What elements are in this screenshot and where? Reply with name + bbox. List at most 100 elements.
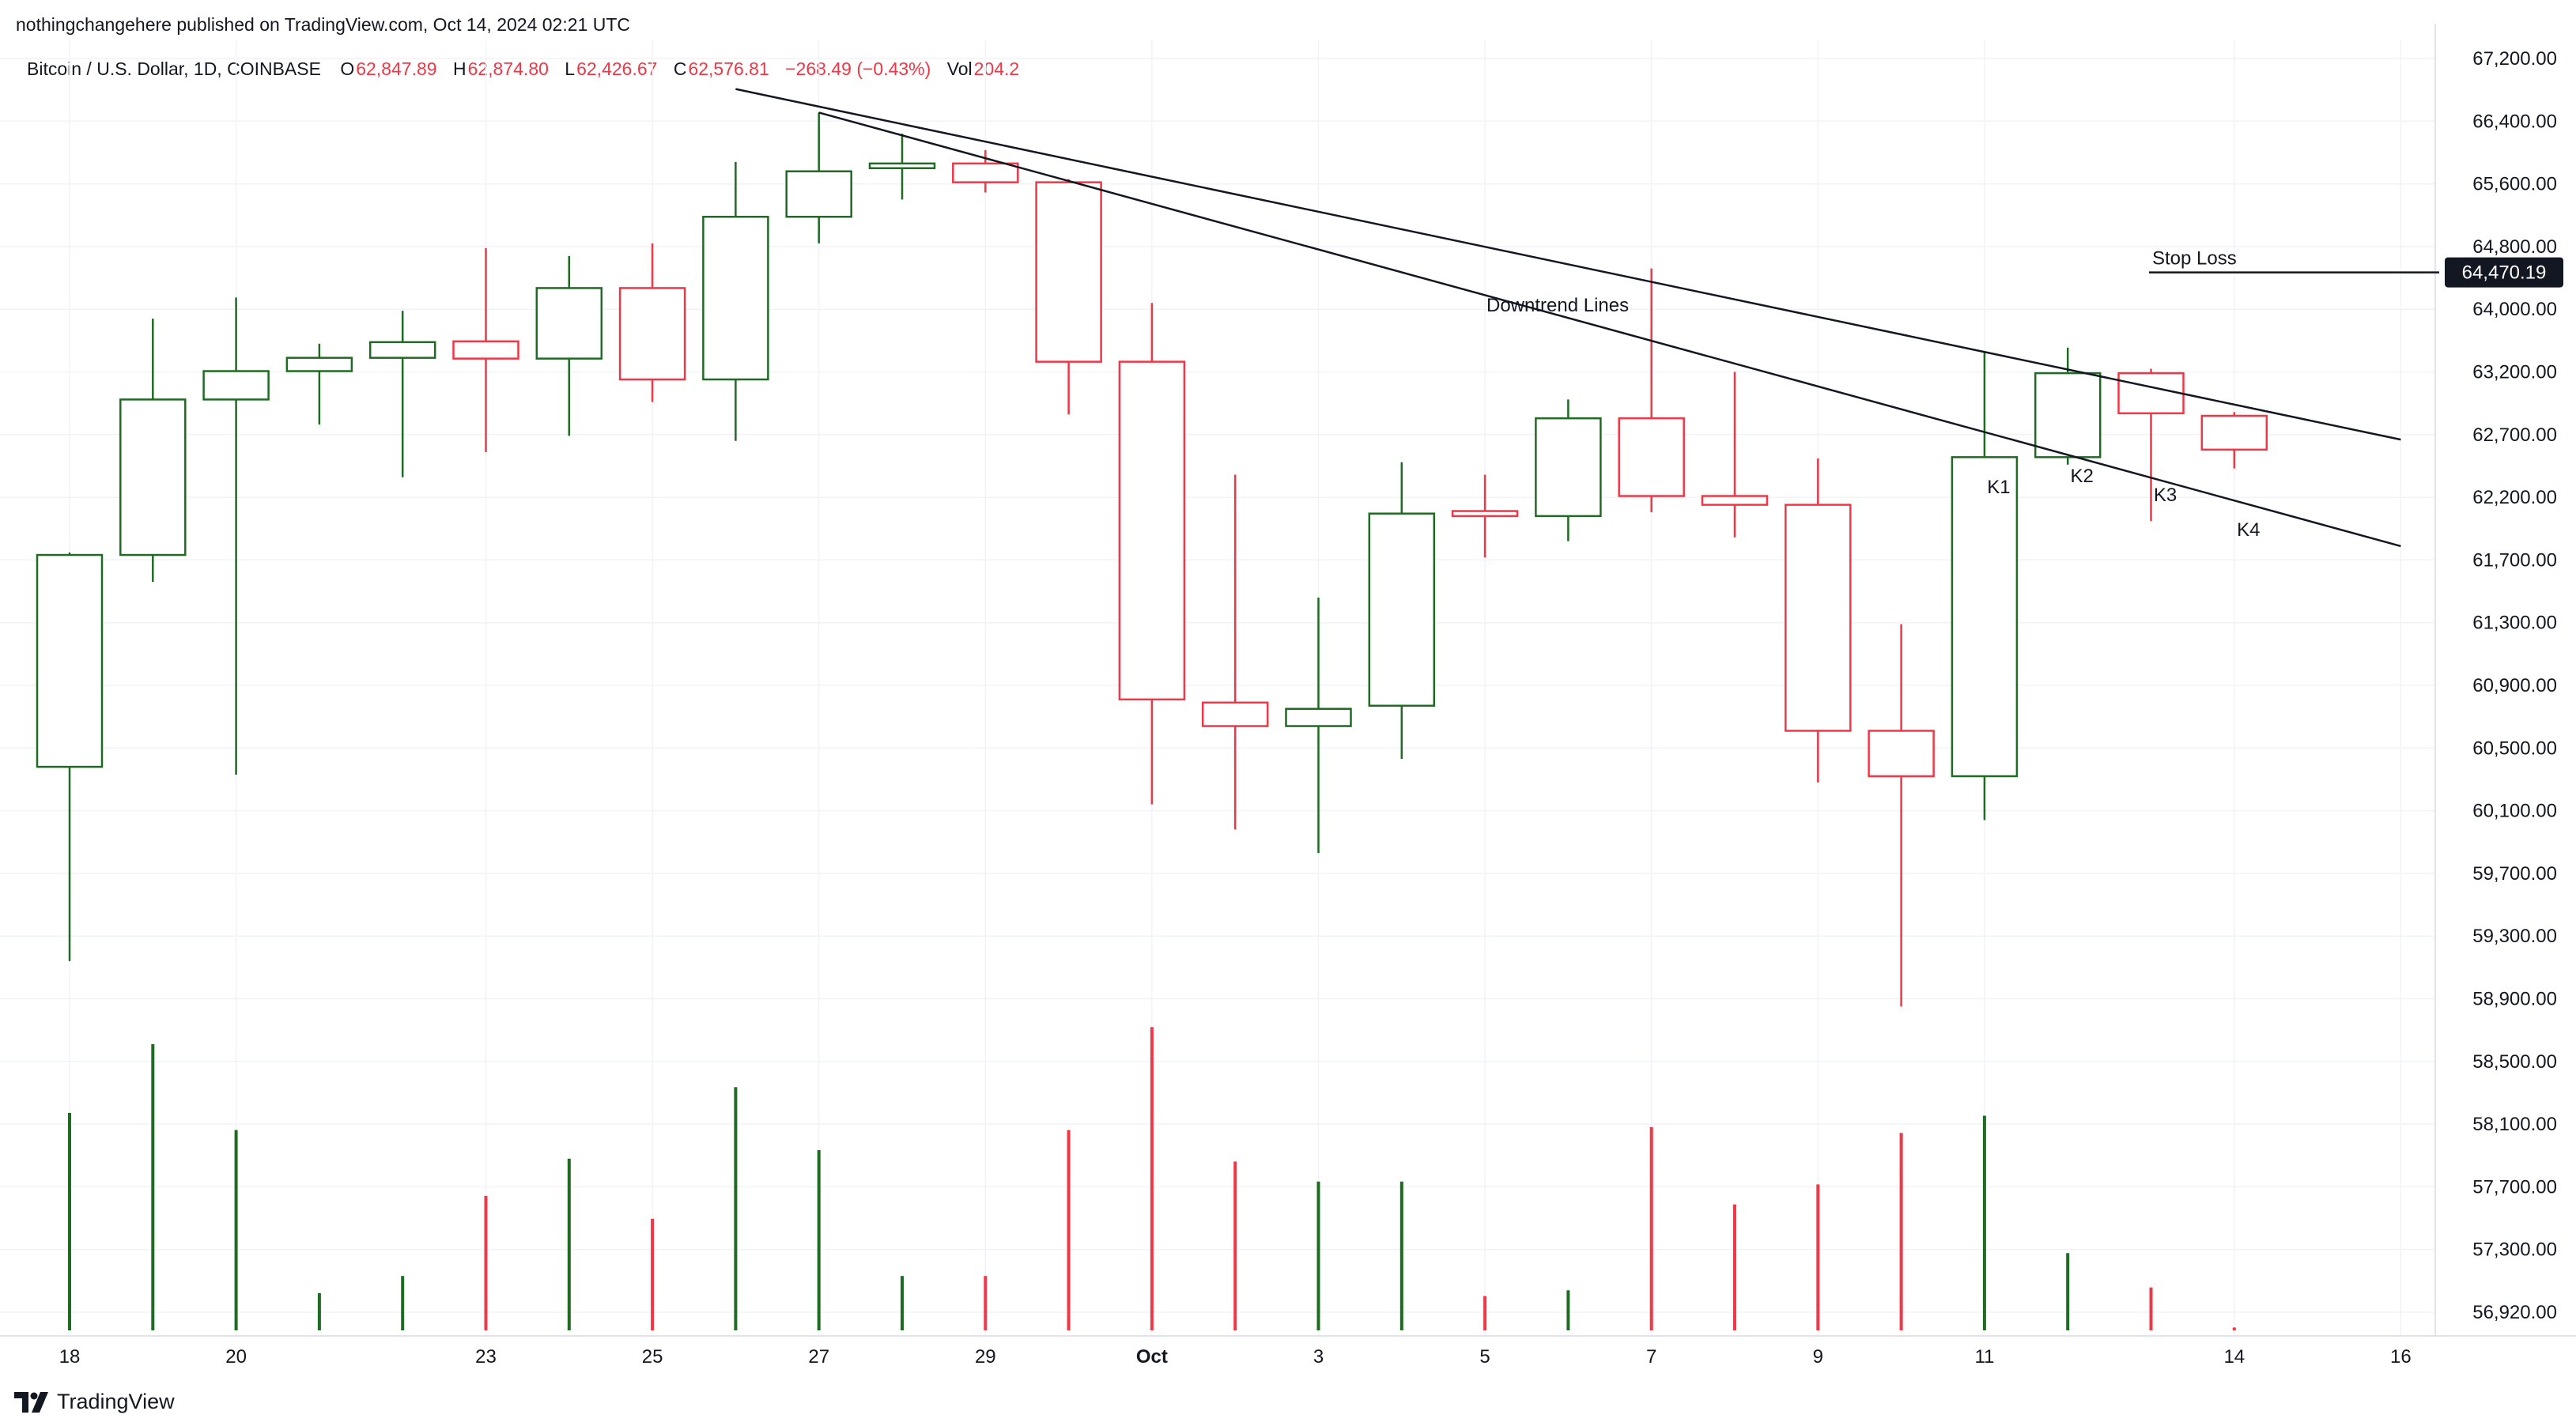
candle-body [1535, 417, 1602, 518]
candle[interactable] [368, 311, 436, 477]
candle-body [1618, 417, 1685, 497]
candle[interactable] [785, 112, 852, 243]
candle[interactable] [202, 297, 270, 775]
volume-bar [1899, 1133, 1903, 1330]
annotations: Downtrend Lines K1 K2 K3 K4 Stop Loss [1486, 248, 2439, 541]
candle[interactable] [1868, 624, 1935, 1007]
candle[interactable] [119, 319, 187, 583]
volume-bar [1399, 1181, 1403, 1330]
stop-loss-label: Stop Loss [2152, 248, 2237, 270]
candle[interactable] [1035, 179, 1102, 415]
candle-body [2034, 372, 2102, 458]
volume-bar [734, 1087, 738, 1330]
candle-body [1451, 510, 1519, 518]
candle-body [119, 398, 187, 556]
candle[interactable] [952, 149, 1019, 193]
time-axis[interactable]: 18 20 23 25 27 29 Oct 3 5 7 9 11 14 16 [59, 1346, 2412, 1368]
tradingview-logo[interactable]: TradingView [14, 1390, 175, 1414]
price-tick-label: 62,200.00 [2472, 487, 2557, 508]
price-tick-label: 64,000.00 [2472, 299, 2557, 320]
price-tick-label: 59,300.00 [2472, 926, 2557, 947]
candle-body [868, 162, 936, 170]
price-tick-label: 58,900.00 [2472, 989, 2557, 1010]
candle[interactable] [285, 343, 353, 425]
candle-body [285, 356, 353, 372]
candle[interactable] [535, 255, 603, 436]
price-tick-label: 62,700.00 [2472, 424, 2557, 446]
candle[interactable] [1535, 399, 1602, 541]
candle[interactable] [2200, 412, 2268, 469]
candle[interactable] [36, 552, 104, 961]
time-tick-label: 9 [1813, 1346, 1823, 1368]
publish-line: nothingchangehere published on TradingVi… [16, 14, 630, 35]
price-tick-label: 57,700.00 [2472, 1176, 2557, 1198]
volume-bar [151, 1044, 155, 1330]
volume-bar [1483, 1296, 1487, 1330]
price-tick-label: 64,800.00 [2472, 236, 2557, 258]
time-tick-label: 23 [475, 1346, 497, 1368]
trendlines[interactable] [735, 88, 2401, 548]
candle[interactable] [1451, 474, 1519, 558]
candle[interactable] [1118, 303, 1186, 805]
candle-body [1868, 730, 1935, 778]
volume-bar [2066, 1253, 2070, 1330]
low-key: L [565, 58, 576, 79]
high-value: 62,874.80 [467, 58, 549, 79]
volume-bar [1316, 1181, 1320, 1330]
candle[interactable] [868, 134, 936, 200]
open-value: 62,847.89 [356, 58, 437, 79]
price-tick-label: 67,200.00 [2472, 48, 2557, 70]
candle-body [1118, 360, 1186, 701]
volume-bar [1233, 1161, 1237, 1330]
volume-bar [1816, 1184, 1820, 1330]
candle[interactable] [618, 243, 686, 402]
price-tick-label: 63,200.00 [2472, 362, 2557, 383]
candle[interactable] [2034, 347, 2102, 465]
volume-bar [984, 1276, 988, 1330]
time-tick-label: 25 [642, 1346, 663, 1368]
price-tick-label: 66,400.00 [2472, 111, 2557, 132]
candle[interactable] [1785, 458, 1852, 783]
volume-bar [901, 1276, 904, 1330]
stop-loss-price-tag-text: 64,470.19 [2462, 262, 2547, 284]
volume-bar [2149, 1287, 2153, 1330]
price-axis[interactable]: 67,200.00 66,400.00 65,600.00 64,800.00 64,0… [2445, 48, 2563, 1323]
candle-body [452, 340, 519, 360]
candle[interactable] [452, 247, 519, 453]
time-tick-label: 16 [2390, 1346, 2412, 1368]
volume-bars [68, 1027, 2236, 1330]
price-tick-label: 61,700.00 [2472, 549, 2557, 571]
candle[interactable] [1701, 372, 1769, 538]
volume-bar [234, 1130, 238, 1330]
candle-body [1951, 456, 2019, 778]
price-tick-label: 60,900.00 [2472, 675, 2557, 696]
time-tick-label: 29 [975, 1346, 996, 1368]
candle-body [2200, 414, 2268, 451]
volume-bar [1150, 1027, 1154, 1330]
candle[interactable] [702, 161, 769, 441]
downtrend-line[interactable] [818, 111, 2401, 548]
candle[interactable] [1368, 462, 1436, 760]
candle[interactable] [1618, 268, 1685, 513]
ohlc-legend: Bitcoin / U.S. Dollar, 1D, COINBASE O62,… [27, 58, 1030, 80]
candle-body [1368, 512, 1436, 707]
k-label: K2 [2071, 466, 2094, 487]
candle[interactable] [2117, 368, 2185, 522]
candle[interactable] [1951, 352, 2019, 821]
candle-body [368, 341, 436, 359]
price-tick-label: 60,100.00 [2472, 801, 2557, 822]
candle-body [618, 287, 686, 381]
volume-bar [817, 1149, 821, 1330]
time-tick-label: 3 [1313, 1346, 1324, 1368]
symbol-label[interactable]: Bitcoin / U.S. Dollar, 1D, COINBASE [27, 58, 321, 79]
candle[interactable] [1201, 474, 1269, 830]
downtrend-line[interactable] [735, 88, 2401, 441]
candle[interactable] [1285, 597, 1352, 854]
stop-loss-price-tag-bg [2445, 257, 2563, 288]
change-value: −268.49 (−0.43%) [785, 58, 931, 79]
stop-loss-price-tag: 64,470.19 [2445, 257, 2563, 288]
price-tick-label: 61,300.00 [2472, 613, 2557, 634]
volume-key: Vol [946, 58, 973, 79]
volume-bar [1649, 1126, 1653, 1330]
